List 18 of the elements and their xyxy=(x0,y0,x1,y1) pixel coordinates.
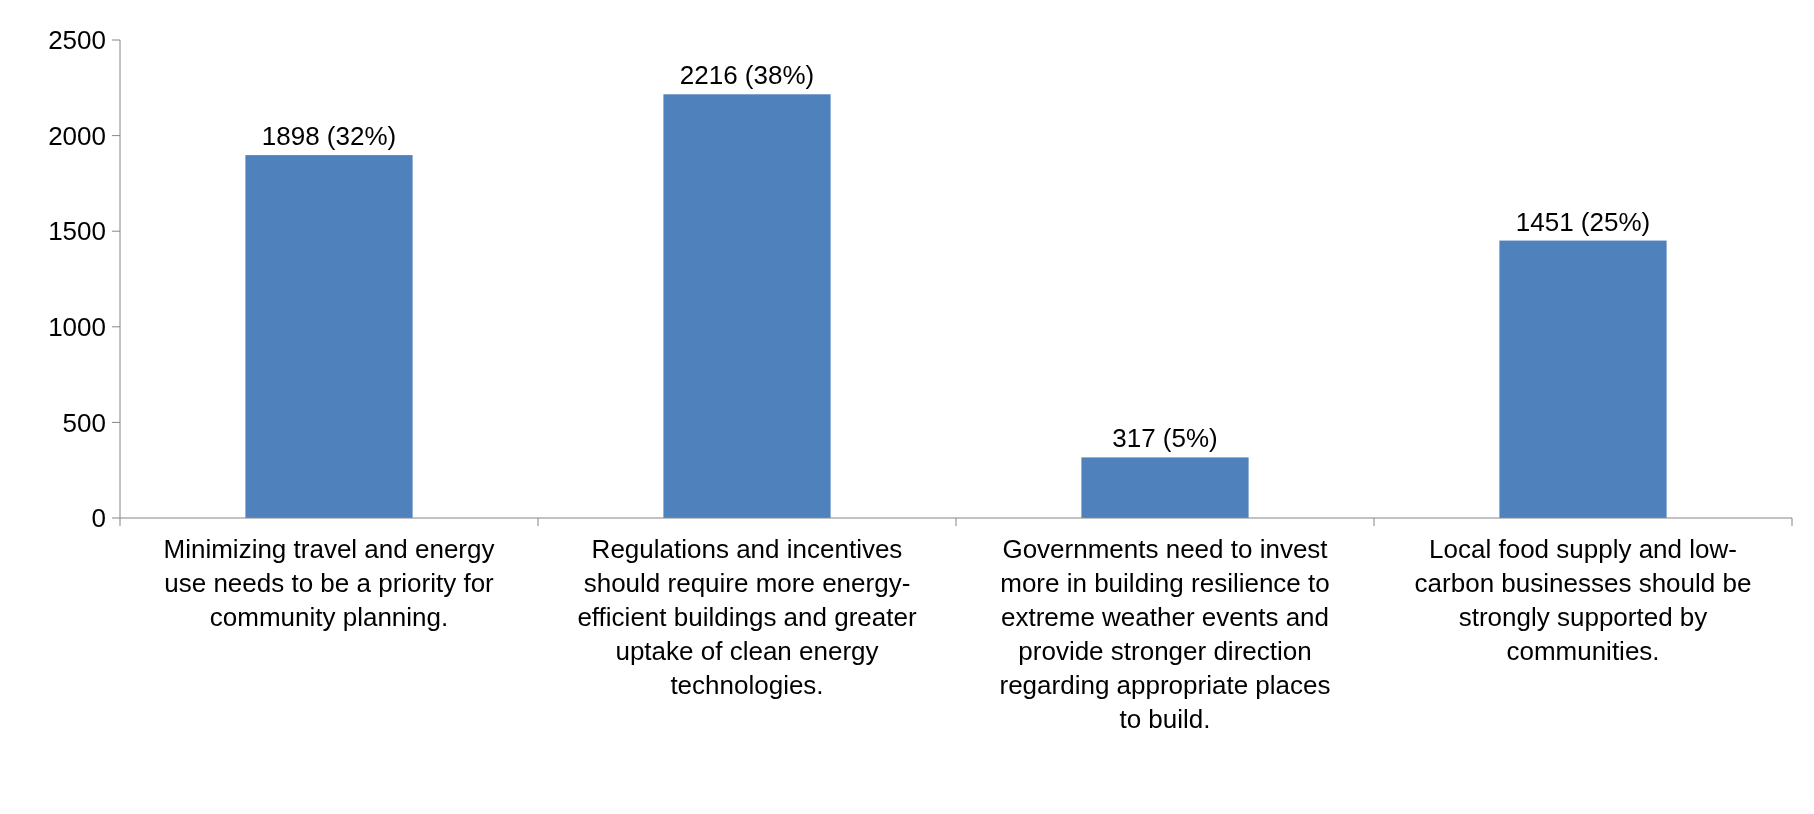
x-tick-label: Governments need to invest more in building resilience to extreme weather events and provide stronger direction regarding appropriate places to build. xyxy=(999,534,1331,734)
data-label: 2216 (38%) xyxy=(679,60,815,91)
x-tick-label: Local food supply and low-carbon businesses should be strongly supported by communities. xyxy=(1414,534,1752,666)
data-label: 1898 (32%) xyxy=(261,121,397,152)
y-tick-label: 0 xyxy=(91,503,106,534)
bar xyxy=(245,155,413,518)
y-tick-label: 500 xyxy=(62,407,106,438)
bar xyxy=(1499,240,1667,518)
y-tick-label: 2000 xyxy=(48,120,106,151)
x-tick-label: Regulations and incentives should require more energy-efficient buildings and greater uptake of clean energy technologies. xyxy=(577,534,917,700)
data-label: 317 (5%) xyxy=(1112,423,1218,454)
y-tick-label: 2500 xyxy=(48,25,106,56)
bar xyxy=(1081,457,1249,518)
bar xyxy=(663,94,831,518)
x-tick-label: Minimizing travel and energy use needs to be a priority for community planning. xyxy=(163,534,495,632)
y-tick-label: 1000 xyxy=(48,311,106,342)
data-label: 1451 (25%) xyxy=(1515,206,1651,237)
y-tick-label: 1500 xyxy=(48,216,106,247)
